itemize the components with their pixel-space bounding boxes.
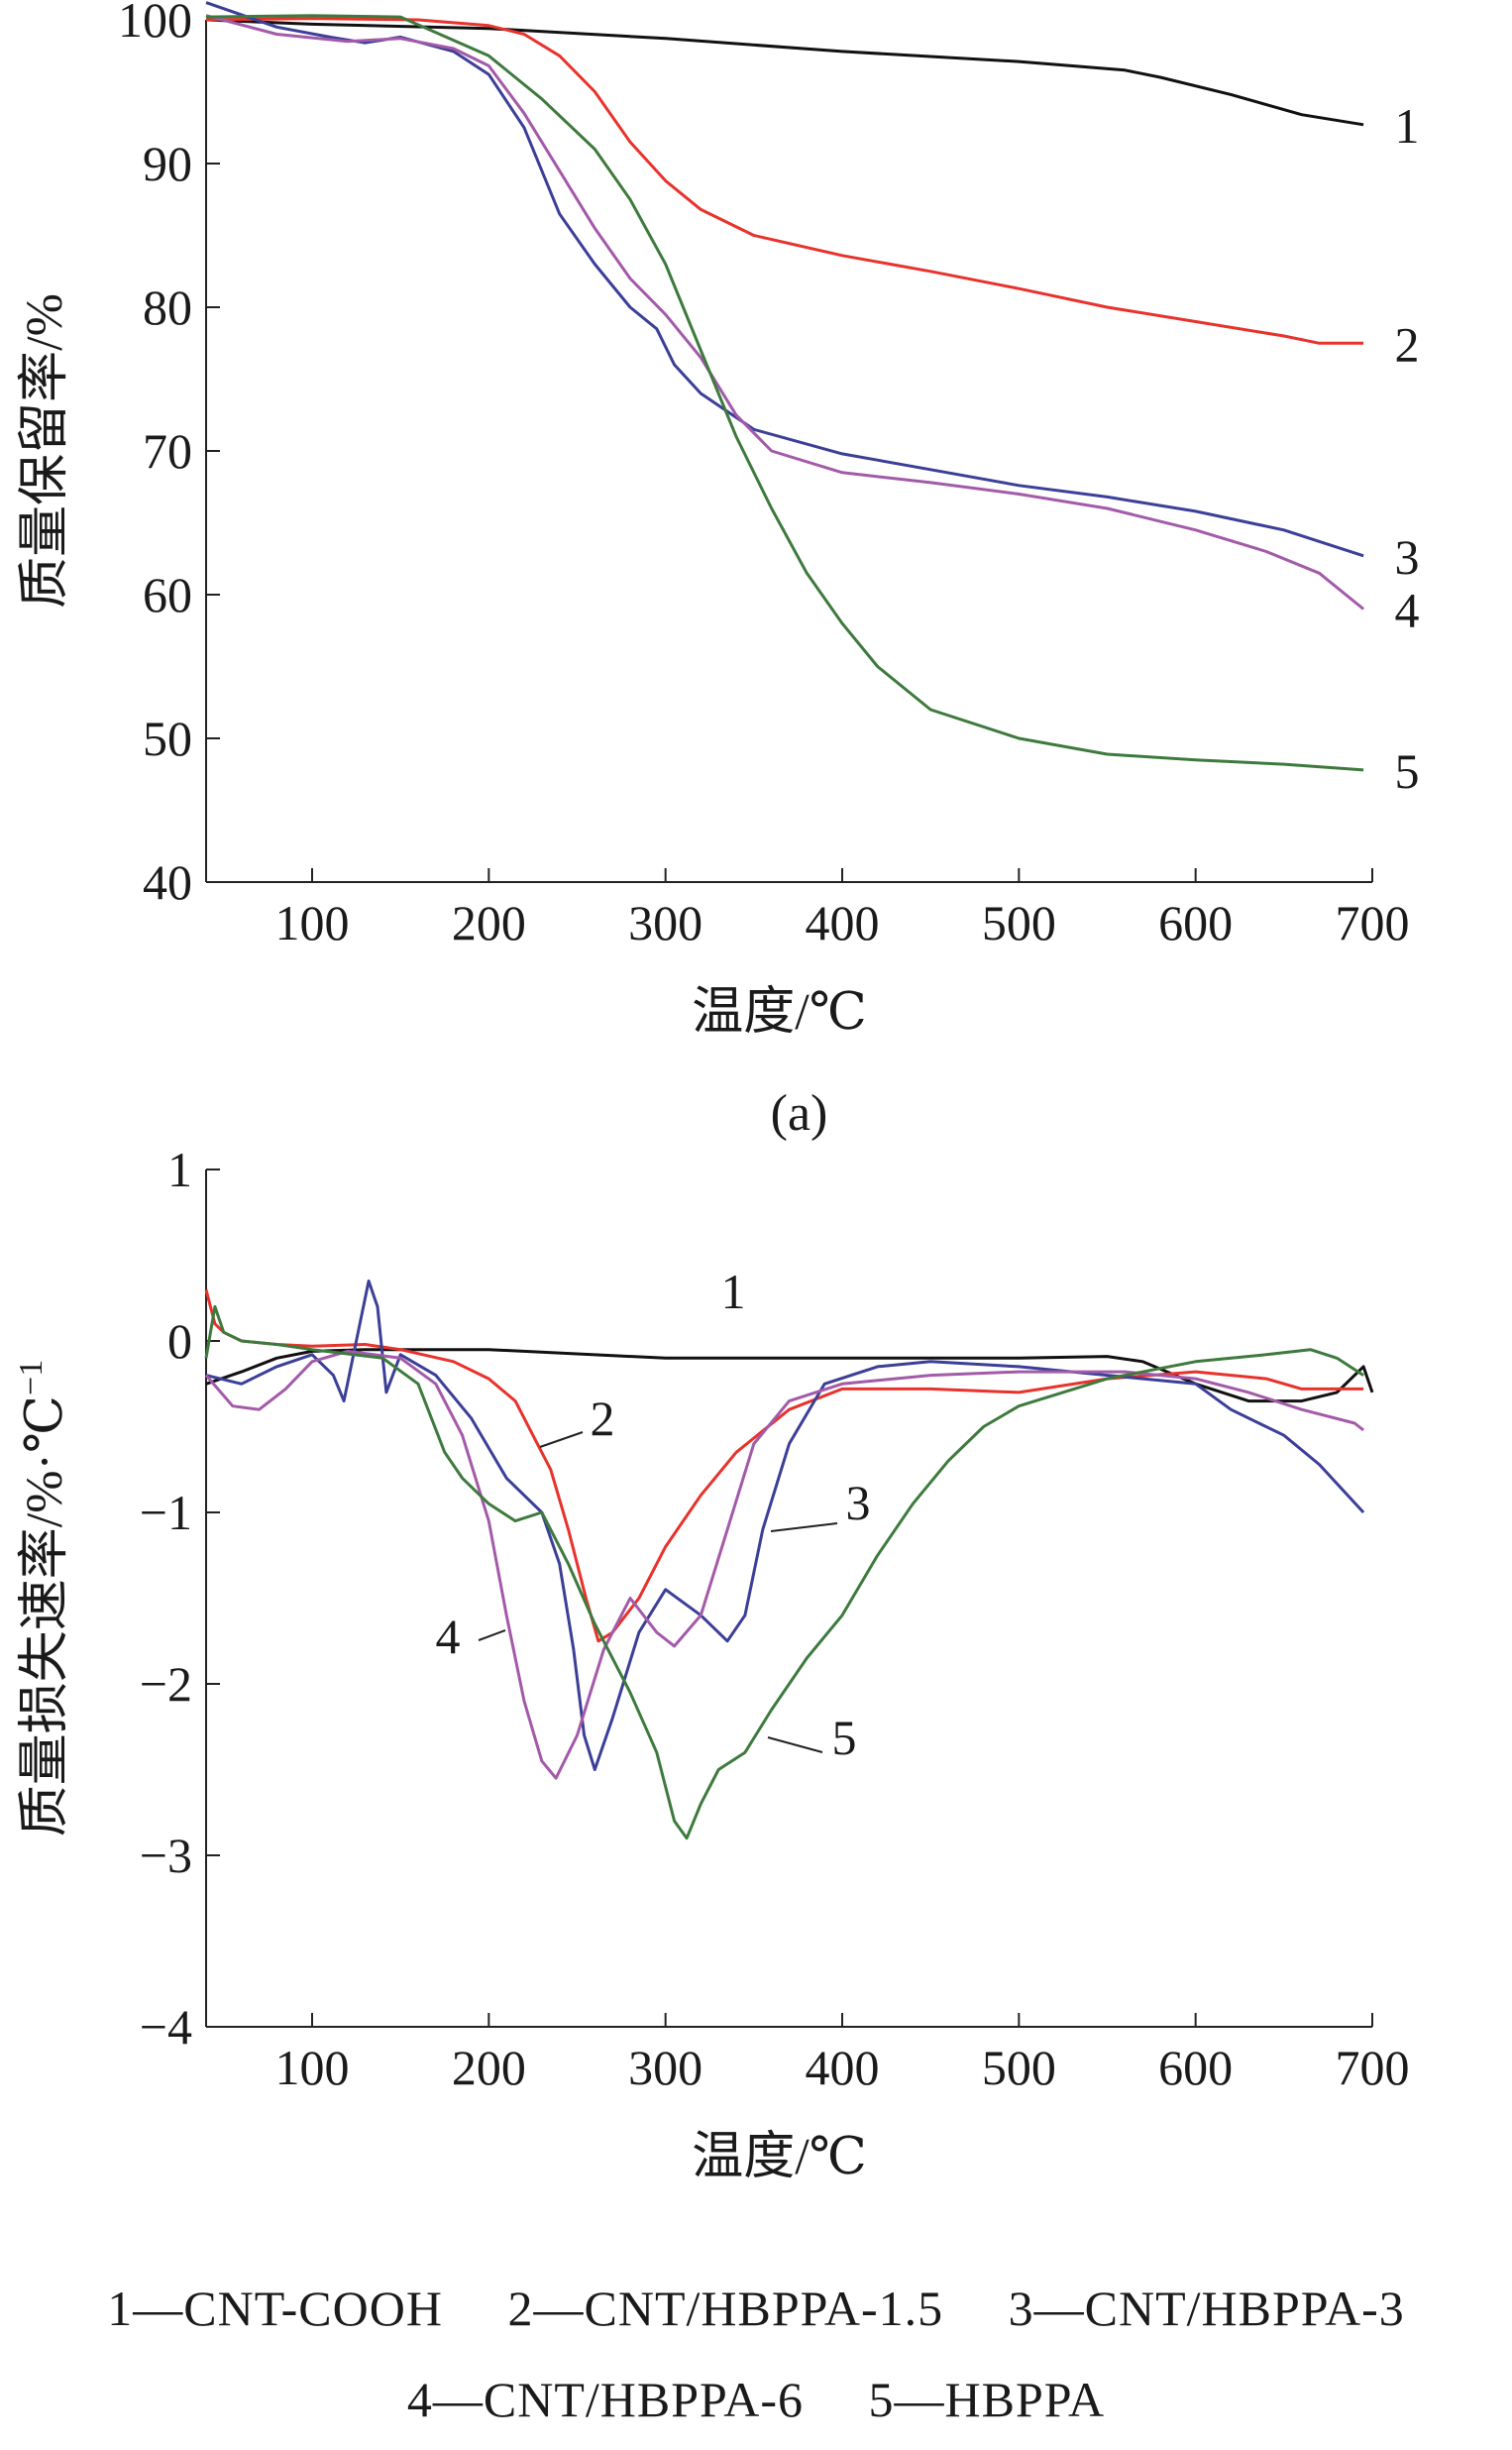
y-tick-label: −3 xyxy=(140,1828,192,1883)
x-axis-title: 温度/℃ xyxy=(692,2129,867,2185)
x-tick-label: 100 xyxy=(275,895,350,950)
y-tick-label: 60 xyxy=(143,567,192,622)
x-tick-label: 300 xyxy=(628,2040,702,2095)
series-label-5: 5 xyxy=(832,1710,857,1765)
series-line-3 xyxy=(205,1280,1365,1771)
series-label-5: 5 xyxy=(1395,743,1420,799)
x-tick-label: 600 xyxy=(1158,895,1233,950)
series-line-4 xyxy=(205,14,1365,611)
series-leader-4 xyxy=(478,1629,506,1641)
series-leader-2 xyxy=(539,1431,584,1448)
y-axis-title-exponent: −1 xyxy=(13,1360,50,1395)
legend-entry-5: 5—HBPPA xyxy=(868,2372,1106,2427)
x-tick-label: 100 xyxy=(275,2040,350,2095)
series-line-2 xyxy=(205,17,1364,345)
series-label-3: 3 xyxy=(846,1475,871,1530)
x-tick-label: 700 xyxy=(1336,895,1410,950)
x-axis-title: 温度/℃ xyxy=(692,984,867,1041)
y-tick-label: −1 xyxy=(140,1485,192,1540)
y-tick-label: 90 xyxy=(143,136,192,191)
series-line-1 xyxy=(205,1348,1374,1403)
panel-label: (a) xyxy=(771,1085,828,1142)
x-tick-label: 200 xyxy=(452,895,526,950)
y-tick-label: 70 xyxy=(143,423,192,479)
y-tick-label: −2 xyxy=(140,1656,192,1712)
y-tick-label: 80 xyxy=(143,279,192,335)
series-label-1: 1 xyxy=(1395,98,1420,154)
series-label-4: 4 xyxy=(436,1609,461,1664)
y-tick-label: −4 xyxy=(140,1999,192,2055)
series-leader-3 xyxy=(770,1522,838,1532)
legend-entry-1: 1—CNT-COOH xyxy=(107,2281,443,2336)
y-tick-label: 0 xyxy=(167,1313,192,1369)
legend-entry-3: 3—CNT/HBPPA-3 xyxy=(1008,2281,1405,2336)
x-tick-label: 700 xyxy=(1336,2040,1410,2095)
series-line-5 xyxy=(204,1304,1364,1840)
legend-entry-2: 2—CNT/HBPPA-1.5 xyxy=(507,2281,944,2336)
chart-panel-a: 100 200 300 400 500 600 700 40 50 60 70 80 90 100 温度/℃… xyxy=(17,0,1420,1142)
y-tick-label: 50 xyxy=(143,711,192,766)
y-tick-label: 1 xyxy=(167,1142,192,1197)
series-label-3: 3 xyxy=(1395,529,1420,585)
series-label-1: 1 xyxy=(721,1264,746,1319)
y-axis-title: 质量损失速率/%·℃−1 xyxy=(13,1360,73,1837)
legend-entry-4: 4—CNT/HBPPA-6 xyxy=(406,2372,805,2427)
legend-line-1: 1—CNT-COOH 2—CNT/HBPPA-1.5 3—CNT/HBPPA-3 xyxy=(0,2280,1512,2337)
x-tick-label: 200 xyxy=(452,2040,526,2095)
series-label-2: 2 xyxy=(591,1391,615,1446)
series-leader-5 xyxy=(767,1736,823,1753)
y-tick-label: 40 xyxy=(143,854,192,910)
series-line-4 xyxy=(204,1349,1365,1780)
x-tick-label: 300 xyxy=(628,895,702,950)
chart-canvas: 100 200 300 400 500 600 700405060708090100温度/℃… xyxy=(13,0,1420,2286)
y-tick-label: 100 xyxy=(118,0,192,48)
x-tick-label: 400 xyxy=(806,895,880,950)
y-axis-title: 质量保留率/% xyxy=(17,293,73,609)
series-label-4: 4 xyxy=(1395,583,1420,638)
legend-line-2: 4—CNT/HBPPA-6 5—HBPPA xyxy=(0,2371,1512,2428)
series-line-5 xyxy=(205,14,1364,772)
x-tick-label: 400 xyxy=(806,2040,880,2095)
series-line-1 xyxy=(205,18,1364,127)
x-tick-label: 500 xyxy=(982,2040,1056,2095)
chart-panel-b: 100 200 300 400 500 600 700 −4 −3 −2 −1 0 1 温度/℃ 质量损失速… xyxy=(13,1142,1410,2286)
series-label-2: 2 xyxy=(1395,316,1420,372)
x-tick-label: 600 xyxy=(1158,2040,1233,2095)
x-tick-label: 500 xyxy=(982,895,1056,950)
